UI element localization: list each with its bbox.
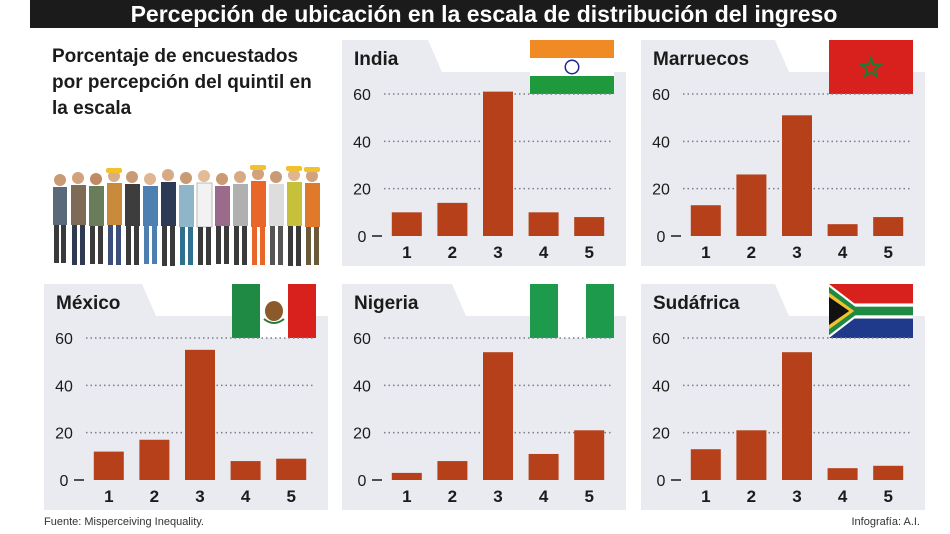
x-tick-label: 4	[838, 487, 848, 506]
y-tick-label: 60	[353, 331, 371, 348]
credit-note: Infografía: A.I.	[851, 516, 921, 528]
bar	[782, 115, 812, 236]
x-tick-label: 1	[701, 487, 710, 506]
y-tick-label: 0	[657, 229, 666, 246]
chart-svg: México 0 20 40 60 1 2 3 4 5	[55, 284, 328, 506]
y-tick-label: 60	[55, 331, 73, 348]
x-tick-label: 5	[584, 487, 593, 506]
chart-title: Marruecos	[653, 49, 749, 70]
x-tick-label: 5	[584, 243, 593, 262]
mexico-flag	[232, 284, 316, 338]
bar	[690, 449, 721, 480]
x-tick-label: 4	[241, 487, 251, 506]
x-tick-label: 2	[150, 487, 159, 506]
bar	[93, 451, 124, 480]
y-tick-label: 40	[652, 378, 670, 395]
x-tick-label: 4	[838, 243, 848, 262]
x-tick-label: 3	[792, 243, 801, 262]
x-tick-label: 5	[883, 487, 892, 506]
y-tick-label: 40	[353, 134, 371, 151]
y-tick-label: 60	[652, 331, 670, 348]
x-tick-label: 1	[402, 243, 411, 262]
x-tick-label: 4	[539, 487, 549, 506]
chart-svg: Nigeria 0 20 40 60 1 2 3 4 5	[353, 284, 626, 506]
bar	[736, 174, 767, 236]
bar	[574, 430, 605, 480]
y-tick-label: 0	[657, 473, 666, 490]
bar	[483, 91, 513, 236]
bar	[873, 465, 904, 480]
bar	[185, 349, 215, 480]
source-note: Fuente: Misperceiving Inequality.	[44, 516, 204, 528]
y-tick-label: 40	[652, 134, 670, 151]
x-tick-label: 2	[747, 243, 756, 262]
y-tick-label: 20	[652, 182, 670, 199]
x-tick-label: 2	[747, 487, 756, 506]
south-africa-flag	[829, 284, 913, 338]
y-tick-label: 0	[358, 229, 367, 246]
panel-marruecos: Marruecos 0 20 40 60 1 2 3 4 5	[641, 40, 925, 266]
bar	[483, 352, 513, 480]
x-tick-label: 1	[104, 487, 113, 506]
panel-sudafrica: Sudáfrica 0 20 40 60 1 2 3 4 5	[641, 284, 925, 510]
panel-nigeria: Nigeria 0 20 40 60 1 2 3 4 5	[342, 284, 626, 510]
chart-svg: India 0 20 40 60 1 2 3 4 5	[353, 40, 626, 262]
page-title: Percepción de ubicación en la escala de …	[30, 0, 938, 28]
nigeria-flag	[530, 284, 614, 338]
bar	[736, 430, 767, 480]
y-tick-label: 20	[353, 426, 371, 443]
bar	[827, 224, 858, 236]
bar	[139, 439, 170, 480]
y-tick-label: 0	[358, 473, 367, 490]
x-tick-label: 3	[493, 243, 502, 262]
panel-mexico: México 0 20 40 60 1 2 3 4 5	[44, 284, 328, 510]
bar	[574, 217, 605, 236]
chart-title: Nigeria	[354, 293, 419, 314]
bar	[873, 217, 904, 236]
y-tick-label: 40	[353, 378, 371, 395]
y-tick-label: 0	[60, 473, 69, 490]
x-tick-label: 5	[883, 243, 892, 262]
chart-title: Sudáfrica	[653, 293, 740, 314]
bar	[528, 453, 559, 480]
workers-illustration	[53, 165, 320, 266]
intro-text: Porcentaje de encuestados por percepción…	[52, 46, 312, 119]
bar	[437, 461, 468, 480]
y-tick-label: 40	[55, 378, 73, 395]
bar	[782, 352, 812, 480]
x-tick-label: 3	[195, 487, 204, 506]
worker-figures	[53, 165, 320, 266]
panel-india: India 0 20 40 60 1 2 3 4 5	[342, 40, 626, 266]
bar	[827, 468, 858, 480]
chart-title: México	[56, 293, 120, 314]
india-flag	[530, 40, 614, 94]
y-tick-label: 20	[55, 426, 73, 443]
bar	[276, 458, 307, 480]
bar	[391, 212, 422, 236]
y-tick-label: 60	[353, 87, 371, 104]
morocco-flag	[829, 40, 913, 94]
x-tick-label: 5	[286, 487, 295, 506]
chart-title: India	[354, 49, 399, 70]
bar	[391, 472, 422, 480]
x-tick-label: 2	[448, 487, 457, 506]
x-tick-label: 3	[493, 487, 502, 506]
bar	[437, 202, 468, 236]
bar	[230, 461, 261, 480]
bar	[690, 205, 721, 236]
chart-svg: Marruecos 0 20 40 60 1 2 3 4 5	[652, 40, 925, 262]
bar	[528, 212, 559, 236]
y-tick-label: 60	[652, 87, 670, 104]
x-tick-label: 1	[402, 487, 411, 506]
y-tick-label: 20	[353, 182, 371, 199]
chart-svg: Sudáfrica 0 20 40 60 1 2 3 4 5	[652, 284, 925, 506]
x-tick-label: 3	[792, 487, 801, 506]
y-tick-label: 20	[652, 426, 670, 443]
x-tick-label: 2	[448, 243, 457, 262]
x-tick-label: 1	[701, 243, 710, 262]
x-tick-label: 4	[539, 243, 549, 262]
